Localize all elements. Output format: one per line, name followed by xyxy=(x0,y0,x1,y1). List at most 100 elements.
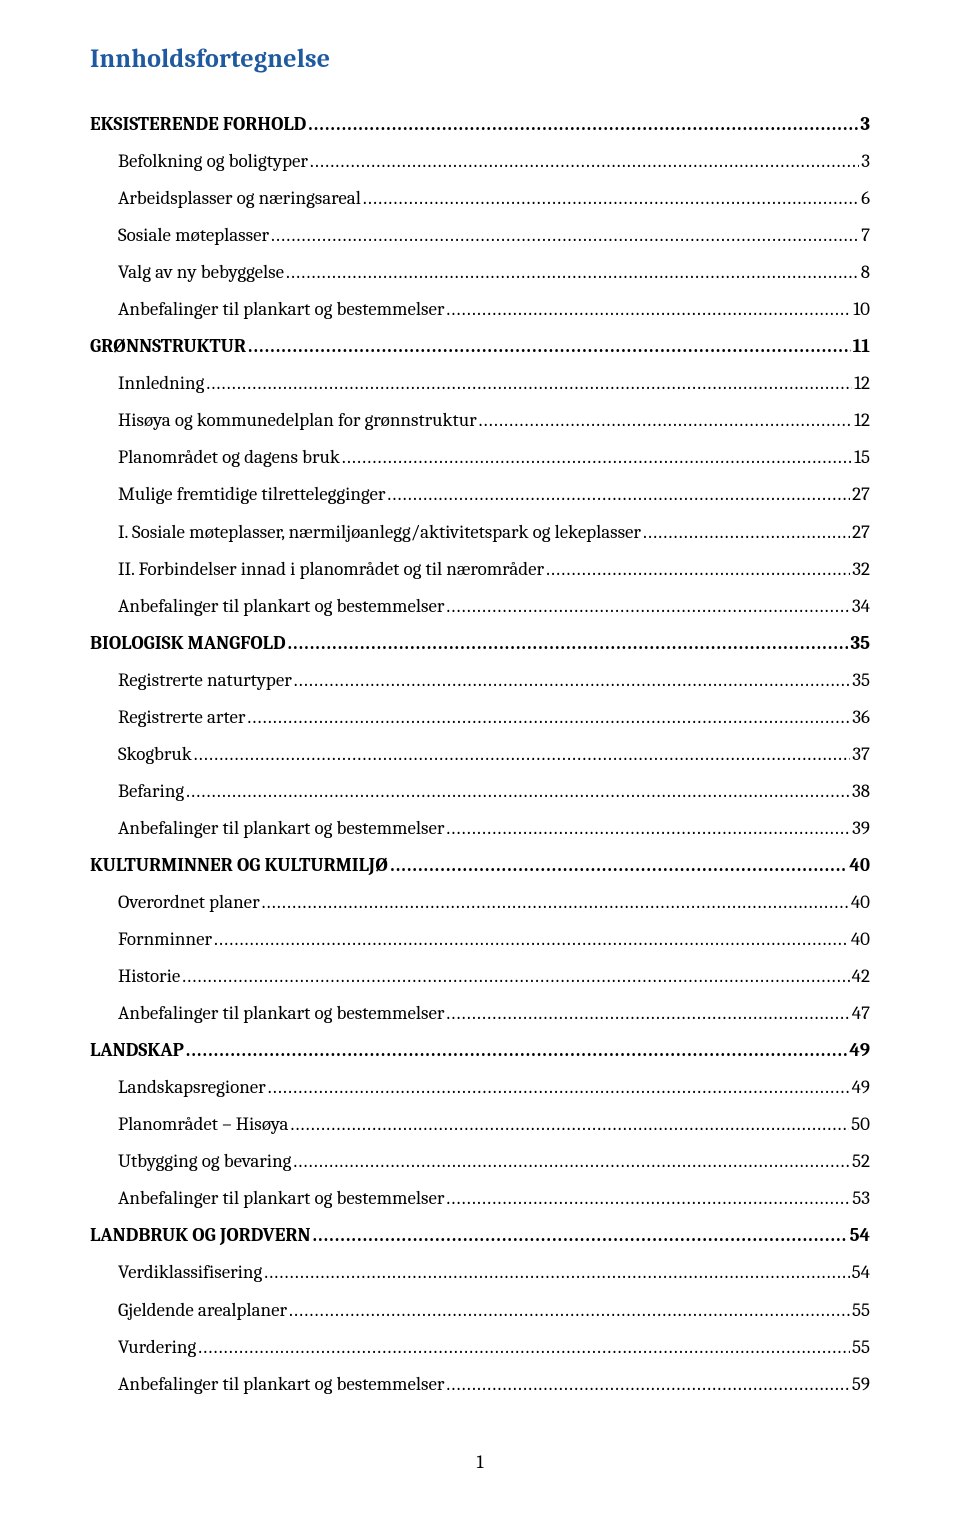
toc-leader-dots: ........................................… xyxy=(446,588,850,625)
toc-entry-label: Verdiklassifisering xyxy=(118,1254,262,1291)
toc-entry-label: Anbefalinger til plankart og bestemmelse… xyxy=(118,1366,444,1403)
toc-entry: Arbeidsplasser og næringsareal..........… xyxy=(90,180,870,217)
toc-entry: Fornminner..............................… xyxy=(90,921,870,958)
toc-entry: LANDSKAP................................… xyxy=(90,1032,870,1069)
toc-leader-dots: ........................................… xyxy=(313,1217,848,1254)
toc-leader-dots: ........................................… xyxy=(342,439,852,476)
toc-entry-label: Skogbruk xyxy=(118,736,192,773)
toc-entry-label: BIOLOGISK MANGFOLD xyxy=(90,625,286,662)
toc-entry-page: 34 xyxy=(852,588,870,625)
toc-leader-dots: ........................................… xyxy=(271,217,859,254)
toc-entry: Overordnet planer.......................… xyxy=(90,884,870,921)
toc-entry-page: 47 xyxy=(852,995,870,1032)
toc-entry-page: 40 xyxy=(851,884,870,921)
toc-entry: Anbefalinger til plankart og bestemmelse… xyxy=(90,588,870,625)
document-title: Innholdsfortegnelse xyxy=(90,44,870,74)
toc-entry-label: LANDBRUK OG JORDVERN xyxy=(90,1217,311,1254)
toc-leader-dots: ........................................… xyxy=(248,328,851,365)
toc-entry: GRØNNSTRUKTUR...........................… xyxy=(90,328,870,365)
toc-entry-label: Hisøya og kommunedelplan for grønnstrukt… xyxy=(118,402,477,439)
toc-leader-dots: ........................................… xyxy=(268,1069,850,1106)
toc-leader-dots: ........................................… xyxy=(293,1143,850,1180)
toc-leader-dots: ........................................… xyxy=(288,625,849,662)
toc-entry: Mulige fremtidige tilrettelegginger.....… xyxy=(90,476,870,513)
toc-leader-dots: ........................................… xyxy=(446,1180,850,1217)
toc-leader-dots: ........................................… xyxy=(294,662,850,699)
toc-leader-dots: ........................................… xyxy=(546,551,850,588)
toc-entry: Gjeldende arealplaner...................… xyxy=(90,1292,870,1329)
toc-entry: Verdiklassifisering.....................… xyxy=(90,1254,870,1291)
toc-entry: Anbefalinger til plankart og bestemmelse… xyxy=(90,995,870,1032)
toc-entry: KULTURMINNER OG KULTURMILJØ.............… xyxy=(90,847,870,884)
toc-entry-label: Befolkning og boligtyper xyxy=(118,143,308,180)
toc-entry: Sosiale møteplasser.....................… xyxy=(90,217,870,254)
toc-entry-page: 35 xyxy=(852,662,870,699)
toc-entry-page: 55 xyxy=(852,1292,870,1329)
toc-leader-dots: ........................................… xyxy=(446,291,851,328)
toc-entry: II. Forbindelser innad i planområdet og … xyxy=(90,551,870,588)
toc-entry-label: Historie xyxy=(118,958,180,995)
toc-entry-page: 49 xyxy=(849,1032,870,1069)
toc-entry-label: Anbefalinger til plankart og bestemmelse… xyxy=(118,810,444,847)
toc-entry-page: 54 xyxy=(852,1254,870,1291)
toc-entry-page: 35 xyxy=(850,625,870,662)
toc-leader-dots: ........................................… xyxy=(363,180,859,217)
toc-leader-dots: ........................................… xyxy=(194,736,851,773)
toc-entry: Valg av ny bebyggelse...................… xyxy=(90,254,870,291)
toc-entry-label: Registrerte arter xyxy=(118,699,245,736)
toc-entry-label: I. Sosiale møteplasser, nærmiljøanlegg/a… xyxy=(118,514,641,551)
toc-leader-dots: ........................................… xyxy=(446,810,850,847)
toc-entry-page: 38 xyxy=(852,773,870,810)
toc-entry: LANDBRUK OG JORDVERN....................… xyxy=(90,1217,870,1254)
toc-entry-page: 6 xyxy=(861,180,870,217)
toc-entry-label: LANDSKAP xyxy=(90,1032,184,1069)
toc-entry-label: Arbeidsplasser og næringsareal xyxy=(118,180,361,217)
toc-entry: Anbefalinger til plankart og bestemmelse… xyxy=(90,291,870,328)
toc-leader-dots: ........................................… xyxy=(262,884,849,921)
toc-entry-page: 55 xyxy=(852,1329,870,1366)
toc-entry-page: 27 xyxy=(852,476,870,513)
toc-entry-label: Anbefalinger til plankart og bestemmelse… xyxy=(118,995,444,1032)
toc-leader-dots: ........................................… xyxy=(214,921,849,958)
toc-entry: Historie................................… xyxy=(90,958,870,995)
toc-entry-label: Valg av ny bebyggelse xyxy=(118,254,284,291)
toc-entry-page: 3 xyxy=(860,106,870,143)
toc-leader-dots: ........................................… xyxy=(186,1032,847,1069)
toc-entry-label: Mulige fremtidige tilrettelegginger xyxy=(118,476,385,513)
toc-entry: Skogbruk................................… xyxy=(90,736,870,773)
toc-entry-label: Sosiale møteplasser xyxy=(118,217,269,254)
toc-leader-dots: ........................................… xyxy=(247,699,850,736)
toc-entry-label: Fornminner xyxy=(118,921,212,958)
toc-leader-dots: ........................................… xyxy=(446,1366,850,1403)
toc-entry: Vurdering...............................… xyxy=(90,1329,870,1366)
toc-entry: Befolkning og boligtyper................… xyxy=(90,143,870,180)
toc-entry: Registrerte arter.......................… xyxy=(90,699,870,736)
toc-entry: Anbefalinger til plankart og bestemmelse… xyxy=(90,1180,870,1217)
toc-entry-label: Gjeldende arealplaner xyxy=(118,1292,287,1329)
toc-leader-dots: ........................................… xyxy=(198,1329,850,1366)
toc-entry: Befaring................................… xyxy=(90,773,870,810)
toc-entry: Planområdet – Hisøya....................… xyxy=(90,1106,870,1143)
toc-entry-page: 27 xyxy=(852,514,870,551)
toc-entry-label: KULTURMINNER OG KULTURMILJØ xyxy=(90,847,388,884)
toc-entry-page: 10 xyxy=(853,291,870,328)
toc-leader-dots: ........................................… xyxy=(264,1254,849,1291)
toc-entry-page: 3 xyxy=(861,143,870,180)
toc-entry-label: Planområdet og dagens bruk xyxy=(118,439,340,476)
toc-entry: BIOLOGISK MANGFOLD......................… xyxy=(90,625,870,662)
toc-entry-label: Anbefalinger til plankart og bestemmelse… xyxy=(118,588,444,625)
toc-entry-page: 40 xyxy=(851,921,870,958)
toc-entry-page: 50 xyxy=(851,1106,870,1143)
toc-entry-label: Anbefalinger til plankart og bestemmelse… xyxy=(118,1180,444,1217)
toc-entry-page: 49 xyxy=(852,1069,870,1106)
toc-entry-label: Befaring xyxy=(118,773,184,810)
toc-entry-page: 11 xyxy=(853,328,870,365)
toc-entry-label: Planområdet – Hisøya xyxy=(118,1106,288,1143)
toc-entry-label: Landskapsregioner xyxy=(118,1069,266,1106)
toc-leader-dots: ........................................… xyxy=(289,1292,850,1329)
toc-entry: Planområdet og dagens bruk..............… xyxy=(90,439,870,476)
toc-entry-label: Utbygging og bevaring xyxy=(118,1143,291,1180)
toc-entry-page: 37 xyxy=(852,736,870,773)
toc-entry-page: 15 xyxy=(854,439,870,476)
toc-entry: Utbygging og bevaring...................… xyxy=(90,1143,870,1180)
